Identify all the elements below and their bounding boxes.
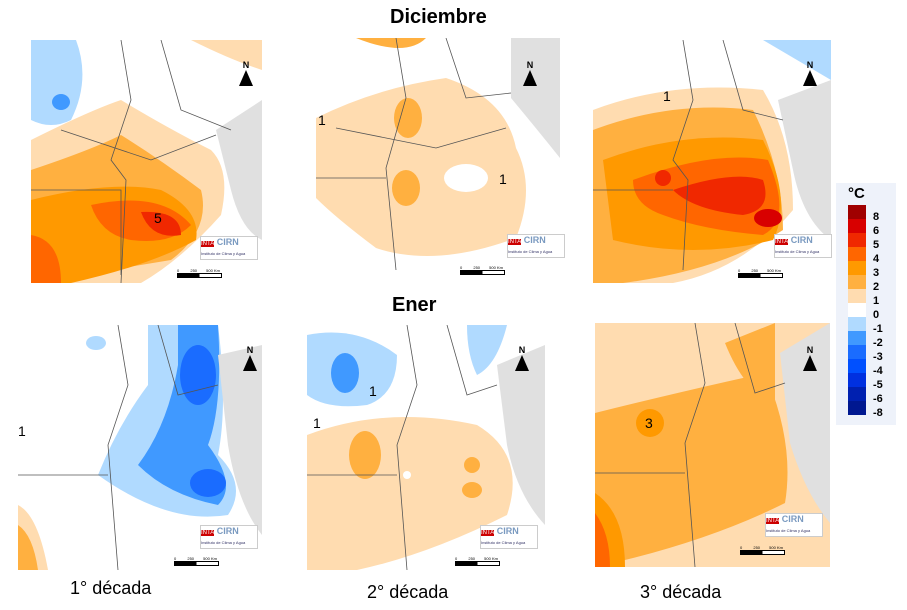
- legend-swatch: [848, 331, 866, 345]
- legend-swatch: [848, 247, 866, 261]
- cirn-logo: INTA CIRN Instituto de Clima y Agua: [200, 236, 258, 260]
- legend-swatch: [848, 233, 866, 247]
- cirn-logo: INTA CIRN Instituto de Clima y Agua: [200, 525, 258, 549]
- map-dec-decade3: 1: [593, 40, 831, 283]
- north-label: N: [806, 345, 814, 355]
- caption-decade1: 1° década: [70, 578, 152, 598]
- north-arrow-icon: N: [520, 60, 540, 86]
- map-dec-decade2: 1 1: [316, 38, 560, 270]
- legend-swatch: [848, 219, 866, 233]
- scale-bar: 0 250 500 Km: [740, 545, 785, 555]
- north-label: N: [526, 60, 534, 70]
- cirn-logo: INTA CIRN Instituto de Clima y Agua: [774, 234, 832, 258]
- legend-label: 5: [873, 239, 880, 251]
- month-title-december: Diciembre: [390, 6, 487, 28]
- legend-swatch: [848, 303, 866, 317]
- legend-label: 4: [873, 253, 880, 265]
- north-arrow-icon: N: [236, 60, 256, 86]
- north-arrow-icon: N: [240, 345, 260, 371]
- contour-label: 5: [154, 210, 162, 226]
- legend-label: 1: [873, 295, 880, 307]
- month-title-january: Ener: [392, 294, 437, 316]
- map-dec-decade1: 5: [31, 40, 262, 283]
- contour-label: 1: [318, 112, 326, 128]
- contour-label: 1: [499, 171, 507, 187]
- north-label: N: [806, 60, 814, 70]
- contour-label: 3: [645, 415, 653, 431]
- contour-label: 1: [18, 423, 26, 439]
- legend-label: -8: [873, 407, 883, 419]
- contour-label: 1: [663, 88, 671, 104]
- scale-bar: 0 250 500 Km: [460, 265, 505, 275]
- north-label: N: [242, 60, 250, 70]
- north-arrow-icon: N: [800, 60, 820, 86]
- cirn-logo: INTA CIRN Instituto de Clima y Agua: [507, 234, 565, 258]
- north-arrow-icon: N: [512, 345, 532, 371]
- legend-swatch: [848, 373, 866, 387]
- legend-label: 6: [873, 225, 880, 237]
- north-label: N: [246, 345, 254, 355]
- legend-swatch: [848, 359, 866, 373]
- legend-swatch: [848, 261, 866, 275]
- north-label: N: [518, 345, 526, 355]
- legend-label: 0: [873, 309, 880, 321]
- contour-label: 1: [313, 415, 321, 431]
- legend-label: -5: [873, 379, 883, 391]
- legend-swatch: [848, 401, 866, 415]
- legend-label: 8: [873, 211, 880, 223]
- legend-unit: °C: [848, 185, 865, 202]
- legend-swatch: [848, 387, 866, 401]
- scale-bar: 0 250 500 Km: [174, 556, 219, 566]
- color-legend: °C 8 6 5 4 3 2 1 0 -1 -2 -3 -4 -5 -6 -8: [836, 183, 896, 425]
- legend-label: 2: [873, 281, 880, 293]
- legend-label: -4: [873, 365, 883, 377]
- legend-label: -6: [873, 393, 883, 405]
- scale-bar: 0 250 500 Km: [738, 268, 783, 278]
- legend-swatch: [848, 275, 866, 289]
- caption-decade2: 2° década: [367, 582, 449, 602]
- cirn-logo: INTA CIRN Instituto de Clima y Agua: [765, 513, 823, 537]
- cirn-logo: INTA CIRN Instituto de Clima y Agua: [480, 525, 538, 549]
- legend-label: 3: [873, 267, 880, 279]
- scale-bar: 0 250 500 Km: [455, 556, 500, 566]
- legend-label: -2: [873, 337, 883, 349]
- legend-swatch: [848, 317, 866, 331]
- legend-swatch: [848, 345, 866, 359]
- caption-decade3: 3° década: [640, 582, 722, 602]
- legend-label: -1: [873, 323, 883, 335]
- legend-swatch: [848, 205, 866, 219]
- contour-label: 1: [369, 383, 377, 399]
- scale-bar: 0 250 500 Km: [177, 268, 222, 278]
- legend-swatch: [848, 289, 866, 303]
- legend-label: -3: [873, 351, 883, 363]
- north-arrow-icon: N: [800, 345, 820, 371]
